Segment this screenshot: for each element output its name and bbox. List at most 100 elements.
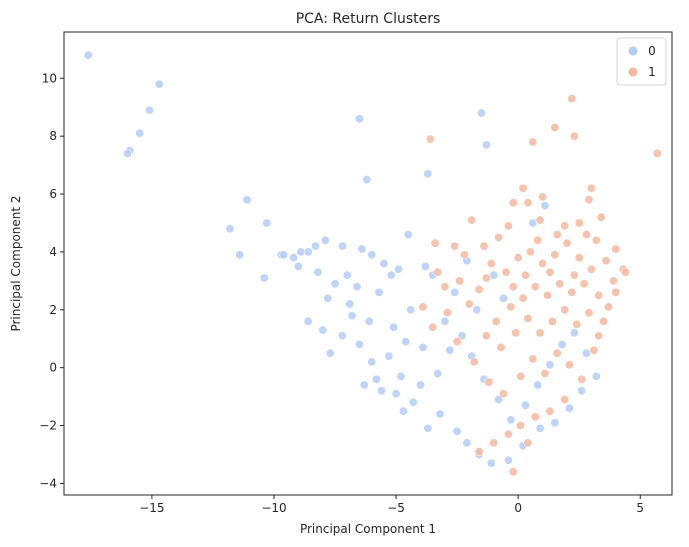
point-series-0-49 — [408, 397, 418, 407]
point-series-0-93 — [391, 389, 401, 399]
legend-swatch-1 — [628, 67, 638, 77]
x-tick-label: −10 — [261, 501, 286, 515]
point-series-0-1 — [154, 79, 164, 89]
point-series-1-40 — [550, 250, 560, 260]
point-series-1-54 — [511, 328, 521, 338]
point-series-1-64 — [442, 308, 452, 318]
point-series-1-43 — [586, 264, 596, 274]
point-series-0-3 — [135, 128, 145, 138]
point-series-1-80 — [489, 438, 499, 448]
point-series-1-88 — [552, 230, 562, 240]
point-series-1-77 — [530, 412, 540, 422]
point-series-1-13 — [503, 221, 513, 231]
points-layer — [83, 50, 662, 477]
point-series-0-48 — [396, 371, 406, 381]
point-series-1-31 — [440, 282, 450, 292]
point-series-0-79 — [591, 371, 601, 381]
point-series-0-50 — [423, 423, 433, 433]
x-tick-label: 5 — [636, 501, 644, 515]
point-series-0-0 — [83, 50, 93, 60]
point-series-0-7 — [476, 108, 486, 118]
point-series-0-17 — [259, 273, 269, 283]
point-series-0-77 — [569, 328, 579, 338]
point-series-1-25 — [611, 287, 621, 297]
point-series-1-72 — [552, 348, 562, 358]
point-series-0-72 — [506, 415, 516, 425]
point-series-0-20 — [303, 247, 313, 257]
point-series-0-30 — [330, 279, 340, 289]
point-series-0-94 — [398, 406, 408, 416]
point-series-1-86 — [591, 235, 601, 245]
point-series-1-39 — [538, 258, 548, 268]
point-series-0-37 — [345, 299, 355, 309]
point-series-1-15 — [596, 212, 606, 222]
point-series-0-55 — [486, 458, 496, 468]
point-series-1-41 — [562, 238, 572, 248]
point-series-0-64 — [384, 351, 394, 361]
point-series-1-24 — [621, 267, 631, 277]
point-series-1-47 — [542, 290, 552, 300]
point-series-0-28 — [293, 261, 303, 271]
point-series-1-82 — [508, 467, 518, 477]
y-tick-label: 6 — [49, 187, 57, 201]
point-series-1-42 — [574, 253, 584, 263]
point-series-1-5 — [569, 131, 579, 141]
y-tick-label: −2 — [39, 419, 57, 433]
y-axis-label: Principal Component 2 — [9, 195, 23, 331]
point-series-0-18 — [288, 253, 298, 263]
point-series-0-83 — [540, 201, 550, 211]
point-series-0-89 — [347, 311, 357, 321]
point-series-1-75 — [560, 394, 570, 404]
point-series-1-95 — [569, 270, 579, 280]
y-tick-label: 0 — [49, 361, 57, 375]
point-series-0-58 — [535, 423, 545, 433]
point-series-0-60 — [389, 322, 399, 332]
point-series-1-90 — [459, 250, 469, 260]
point-series-1-28 — [594, 331, 604, 341]
point-series-1-51 — [491, 316, 501, 326]
point-series-1-9 — [523, 198, 533, 208]
point-series-1-71 — [540, 368, 550, 378]
point-series-1-63 — [428, 322, 438, 332]
point-series-1-1 — [652, 149, 662, 159]
point-series-0-26 — [403, 230, 413, 240]
point-series-1-52 — [481, 331, 491, 341]
point-series-0-31 — [342, 270, 352, 280]
point-series-0-67 — [445, 345, 455, 355]
point-series-0-10 — [362, 175, 372, 185]
point-series-1-92 — [508, 282, 518, 292]
point-series-0-71 — [494, 394, 504, 404]
y-tick-label: 2 — [49, 303, 57, 317]
point-series-0-76 — [557, 339, 567, 349]
point-series-1-67 — [484, 377, 494, 387]
point-series-0-74 — [533, 380, 543, 390]
point-series-0-56 — [503, 455, 513, 465]
point-series-1-79 — [503, 429, 513, 439]
point-series-0-35 — [325, 348, 335, 358]
point-series-0-80 — [577, 386, 587, 396]
point-series-1-93 — [520, 270, 530, 280]
point-series-0-8 — [481, 140, 491, 150]
point-series-1-4 — [550, 123, 560, 133]
point-series-1-85 — [601, 256, 611, 266]
point-series-1-94 — [545, 267, 555, 277]
point-series-1-18 — [430, 238, 440, 248]
point-series-1-2 — [425, 134, 435, 144]
point-series-0-36 — [337, 331, 347, 341]
point-series-1-21 — [494, 233, 504, 243]
point-series-1-50 — [506, 302, 516, 312]
point-series-1-81 — [474, 447, 484, 457]
point-series-1-83 — [523, 438, 533, 448]
point-series-1-60 — [584, 308, 594, 318]
point-series-0-66 — [433, 368, 443, 378]
point-series-0-11 — [242, 195, 252, 205]
point-series-0-40 — [393, 264, 403, 274]
point-series-0-47 — [376, 386, 386, 396]
point-series-0-24 — [357, 244, 367, 254]
point-series-1-11 — [538, 192, 548, 202]
y-tick-label: 10 — [42, 71, 57, 85]
point-series-1-55 — [523, 313, 533, 323]
point-series-1-70 — [528, 354, 538, 364]
y-axis-ticks: −4 −2 0 2 4 6 8 10 — [39, 71, 64, 490]
point-series-1-62 — [418, 302, 428, 312]
